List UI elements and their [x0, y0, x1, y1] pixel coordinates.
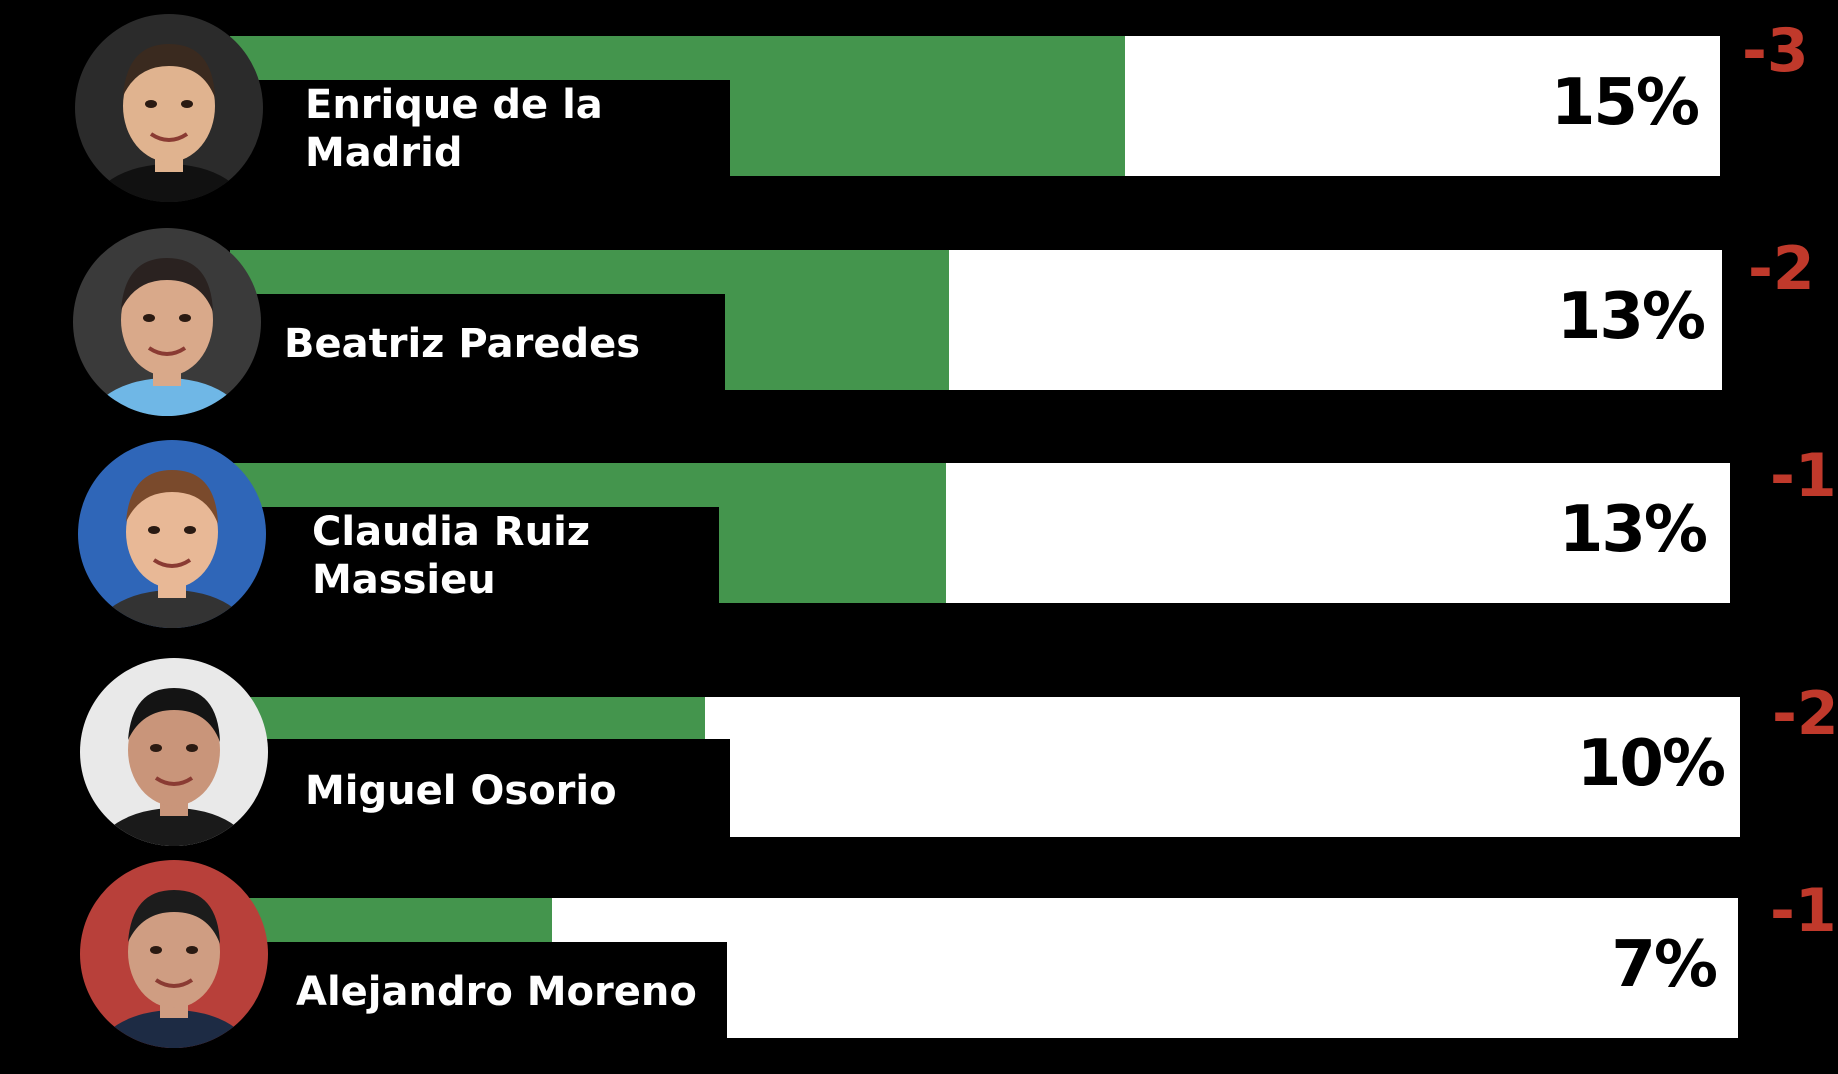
change-label: -3 — [1742, 16, 1809, 86]
bar-row: Miguel Osorio 10% -2 — [0, 679, 1838, 837]
name-label-box — [230, 507, 719, 603]
value-label: 15% — [1550, 66, 1700, 140]
value-label: 10% — [1576, 727, 1726, 801]
name-label-box — [230, 80, 730, 176]
name-label-box — [230, 294, 725, 390]
bar-row: Alejandro Moreno 7% -1 — [0, 876, 1838, 1038]
value-label: 13% — [1556, 280, 1706, 354]
change-label: -2 — [1748, 234, 1815, 304]
change-label: -2 — [1772, 679, 1838, 749]
portrait-icon — [75, 14, 263, 202]
bar-row: Beatriz Paredes 13% -2 — [0, 234, 1838, 390]
bar-row: Claudia Ruiz Massieu 13% -1 — [0, 441, 1838, 603]
value-label: 7% — [1611, 928, 1718, 1002]
candidate-name: Enrique de la Madrid — [305, 82, 603, 176]
value-label: 13% — [1558, 493, 1708, 567]
candidate-name: Beatriz Paredes — [284, 321, 641, 367]
portrait-icon — [80, 860, 268, 1048]
change-label: -1 — [1770, 441, 1837, 511]
candidate-name: Claudia Ruiz Massieu — [312, 509, 591, 603]
bar-row: Enrique de la Madrid 15% -3 — [0, 16, 1838, 176]
candidate-name: Miguel Osorio — [305, 768, 617, 814]
portrait-icon — [73, 228, 261, 416]
candidate-name: Alejandro Moreno — [296, 969, 697, 1015]
portrait-icon — [80, 658, 268, 846]
change-label: -1 — [1770, 876, 1837, 946]
portrait-icon — [78, 440, 266, 628]
name-label-box — [230, 739, 730, 837]
name-label-box — [230, 942, 727, 1038]
